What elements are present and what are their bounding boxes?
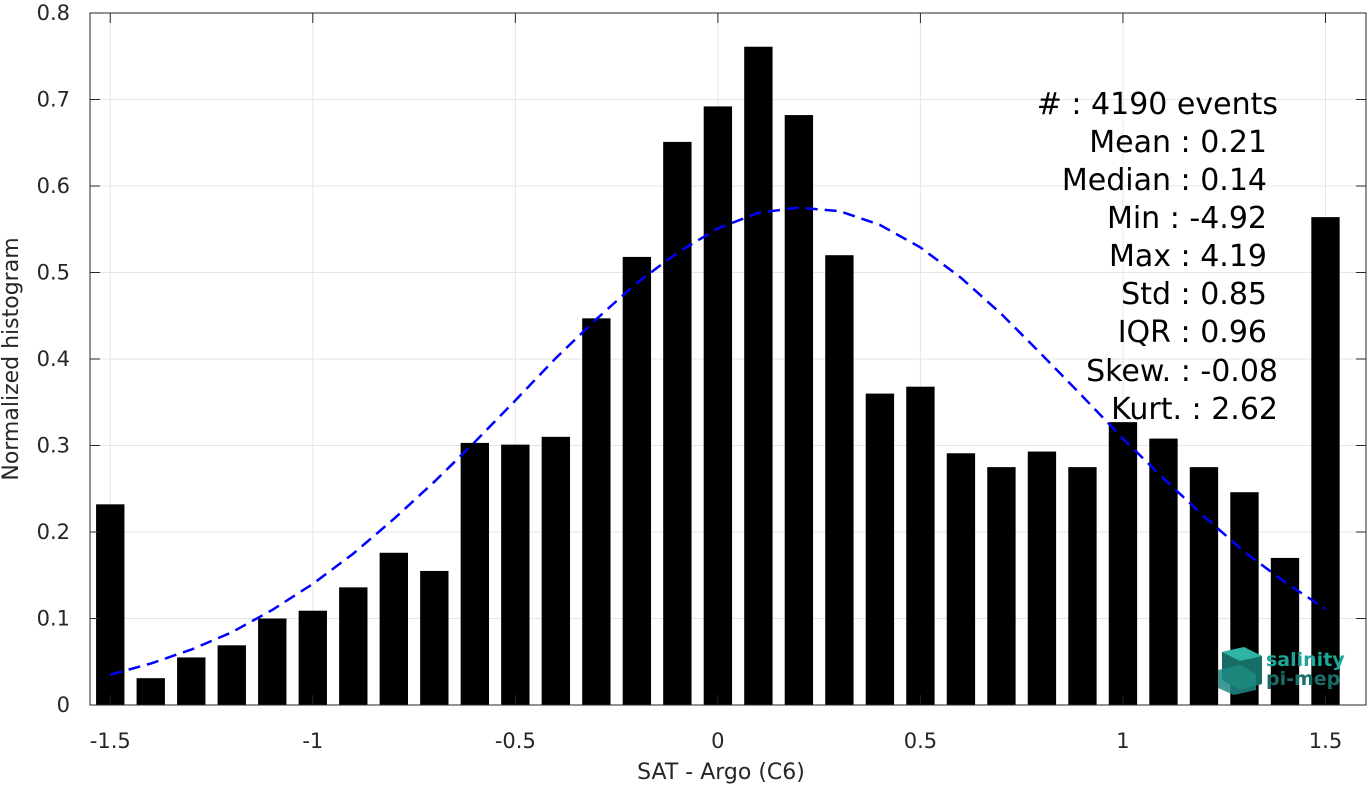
- gaussian-fit-line: [109, 206, 1327, 676]
- bar-5: [298, 610, 327, 705]
- bar-6: [339, 587, 368, 705]
- bar-20: [906, 386, 935, 705]
- bar-2: [177, 657, 206, 705]
- bar-10: [501, 444, 530, 705]
- y-tick-label-0: 0: [57, 693, 70, 717]
- bar-3: [217, 645, 246, 705]
- bar-15: [703, 106, 733, 706]
- bar-22: [987, 467, 1016, 705]
- x-axis-label: SAT - Argo (C6): [637, 760, 805, 785]
- bar-1: [136, 678, 165, 705]
- x-tick-label-3: 0: [711, 729, 724, 753]
- x-tick-label-5: 1: [1116, 729, 1129, 753]
- y-tick-label-2: 0.2: [37, 520, 70, 544]
- stat-mean: Mean : 0.21: [1089, 125, 1267, 160]
- salinity-pi-mep-logo: salinity pi-mep: [1218, 647, 1345, 695]
- bar-27: [1189, 467, 1219, 705]
- bar-30: [1311, 217, 1340, 705]
- logo-text-salinity: salinity: [1266, 649, 1345, 671]
- x-tick-label-0: -1.5: [90, 729, 131, 753]
- bar-19: [865, 393, 895, 705]
- bar-0: [96, 504, 125, 705]
- y-axis-ticks: 0 0.1 0.2 0.3 0.4 0.5 0.6 0.7 0.8: [37, 1, 1366, 717]
- x-tick-label-6: 1.5: [1309, 729, 1342, 753]
- bar-4: [258, 618, 287, 705]
- bar-16: [744, 46, 773, 706]
- bar-11: [541, 436, 571, 705]
- y-tick-label-1: 0.1: [37, 607, 70, 631]
- gaussian-fit-group: [109, 206, 1327, 676]
- stat-events: # : 4190 events: [1037, 87, 1278, 122]
- bar-9: [460, 442, 490, 705]
- x-tick-label-4: 0.5: [904, 729, 937, 753]
- bar-17: [784, 115, 814, 705]
- bar-14: [663, 141, 692, 705]
- bar-26: [1149, 438, 1178, 705]
- stat-min: Min : -4.92: [1107, 201, 1267, 236]
- x-tick-label-1: -1: [302, 729, 323, 753]
- statistics-annotations: # : 4190 events Mean : 0.21 Median : 0.1…: [1037, 87, 1278, 427]
- y-axis-label: Normalized histogram: [0, 237, 24, 480]
- bar-24: [1068, 467, 1097, 705]
- bar-7: [379, 552, 408, 705]
- logo-text-pimep: pi-mep: [1266, 668, 1340, 690]
- bar-23: [1027, 451, 1057, 705]
- stat-median: Median : 0.14: [1062, 163, 1267, 198]
- y-tick-label-5: 0.5: [37, 261, 70, 285]
- stat-iqr: IQR : 0.96: [1118, 315, 1267, 350]
- y-tick-label-3: 0.3: [37, 434, 70, 458]
- bar-8: [420, 570, 449, 705]
- bar-25: [1108, 422, 1138, 705]
- stat-max: Max : 4.19: [1109, 239, 1267, 274]
- stat-kurt: Kurt. : 2.62: [1111, 392, 1278, 427]
- bar-18: [825, 255, 854, 705]
- stat-std: Std : 0.85: [1121, 277, 1267, 312]
- y-tick-label-6: 0.6: [37, 174, 70, 198]
- logo-cube-icon: [1218, 647, 1262, 695]
- y-tick-label-8: 0.8: [37, 1, 70, 25]
- bars-group: [96, 46, 1340, 706]
- bar-21: [946, 453, 976, 705]
- y-tick-label-7: 0.7: [37, 88, 70, 112]
- stat-skew: Skew. : -0.08: [1086, 354, 1278, 389]
- y-tick-label-4: 0.4: [37, 347, 70, 371]
- bar-13: [622, 256, 652, 705]
- x-axis-ticks: -1.5 -1 -0.5 0 0.5 1 1.5: [90, 13, 1342, 753]
- x-tick-label-2: -0.5: [495, 729, 536, 753]
- bar-12: [582, 318, 611, 705]
